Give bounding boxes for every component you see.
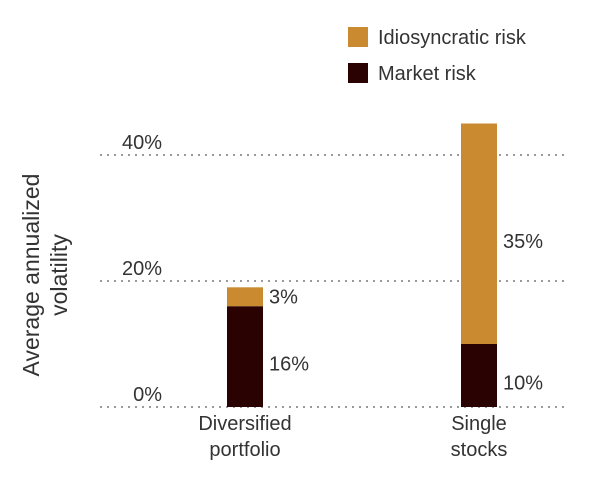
legend-swatch-idiosyncratic-risk (348, 27, 368, 47)
y-tick-labels: 0% 20% 40% (122, 132, 162, 406)
bar-market-risk-diversified (227, 306, 263, 407)
data-labels: 16% 3% 10% 35% (269, 231, 543, 395)
bars (227, 123, 497, 407)
y-tick-label-20: 20% (122, 258, 162, 280)
data-label-market-risk-single: 10% (503, 373, 543, 395)
legend-swatch-market-risk (348, 63, 368, 83)
bar-market-risk-single (461, 344, 497, 407)
data-label-idiosyncratic-risk-diversified: 3% (269, 286, 298, 308)
y-axis-title: Average annualizedvolatility (18, 174, 72, 377)
bar-idiosyncratic-risk-diversified (227, 287, 263, 307)
gridlines (100, 154, 568, 408)
y-tick-label-40: 40% (122, 132, 162, 154)
legend-label-market-risk: Market risk (378, 63, 477, 85)
legend: Idiosyncratic risk Market risk (348, 27, 527, 85)
bar-idiosyncratic-risk-single (461, 123, 497, 344)
legend-label-idiosyncratic-risk: Idiosyncratic risk (378, 27, 527, 49)
category-label-diversified: Diversified portfolio (198, 413, 291, 461)
category-label-single: Single stocks (451, 413, 508, 461)
y-tick-label-0: 0% (133, 384, 162, 406)
data-label-market-risk-diversified: 16% (269, 354, 309, 376)
data-label-idiosyncratic-risk-single: 35% (503, 231, 543, 253)
x-category-labels: Diversified portfolio Single stocks (198, 413, 507, 461)
